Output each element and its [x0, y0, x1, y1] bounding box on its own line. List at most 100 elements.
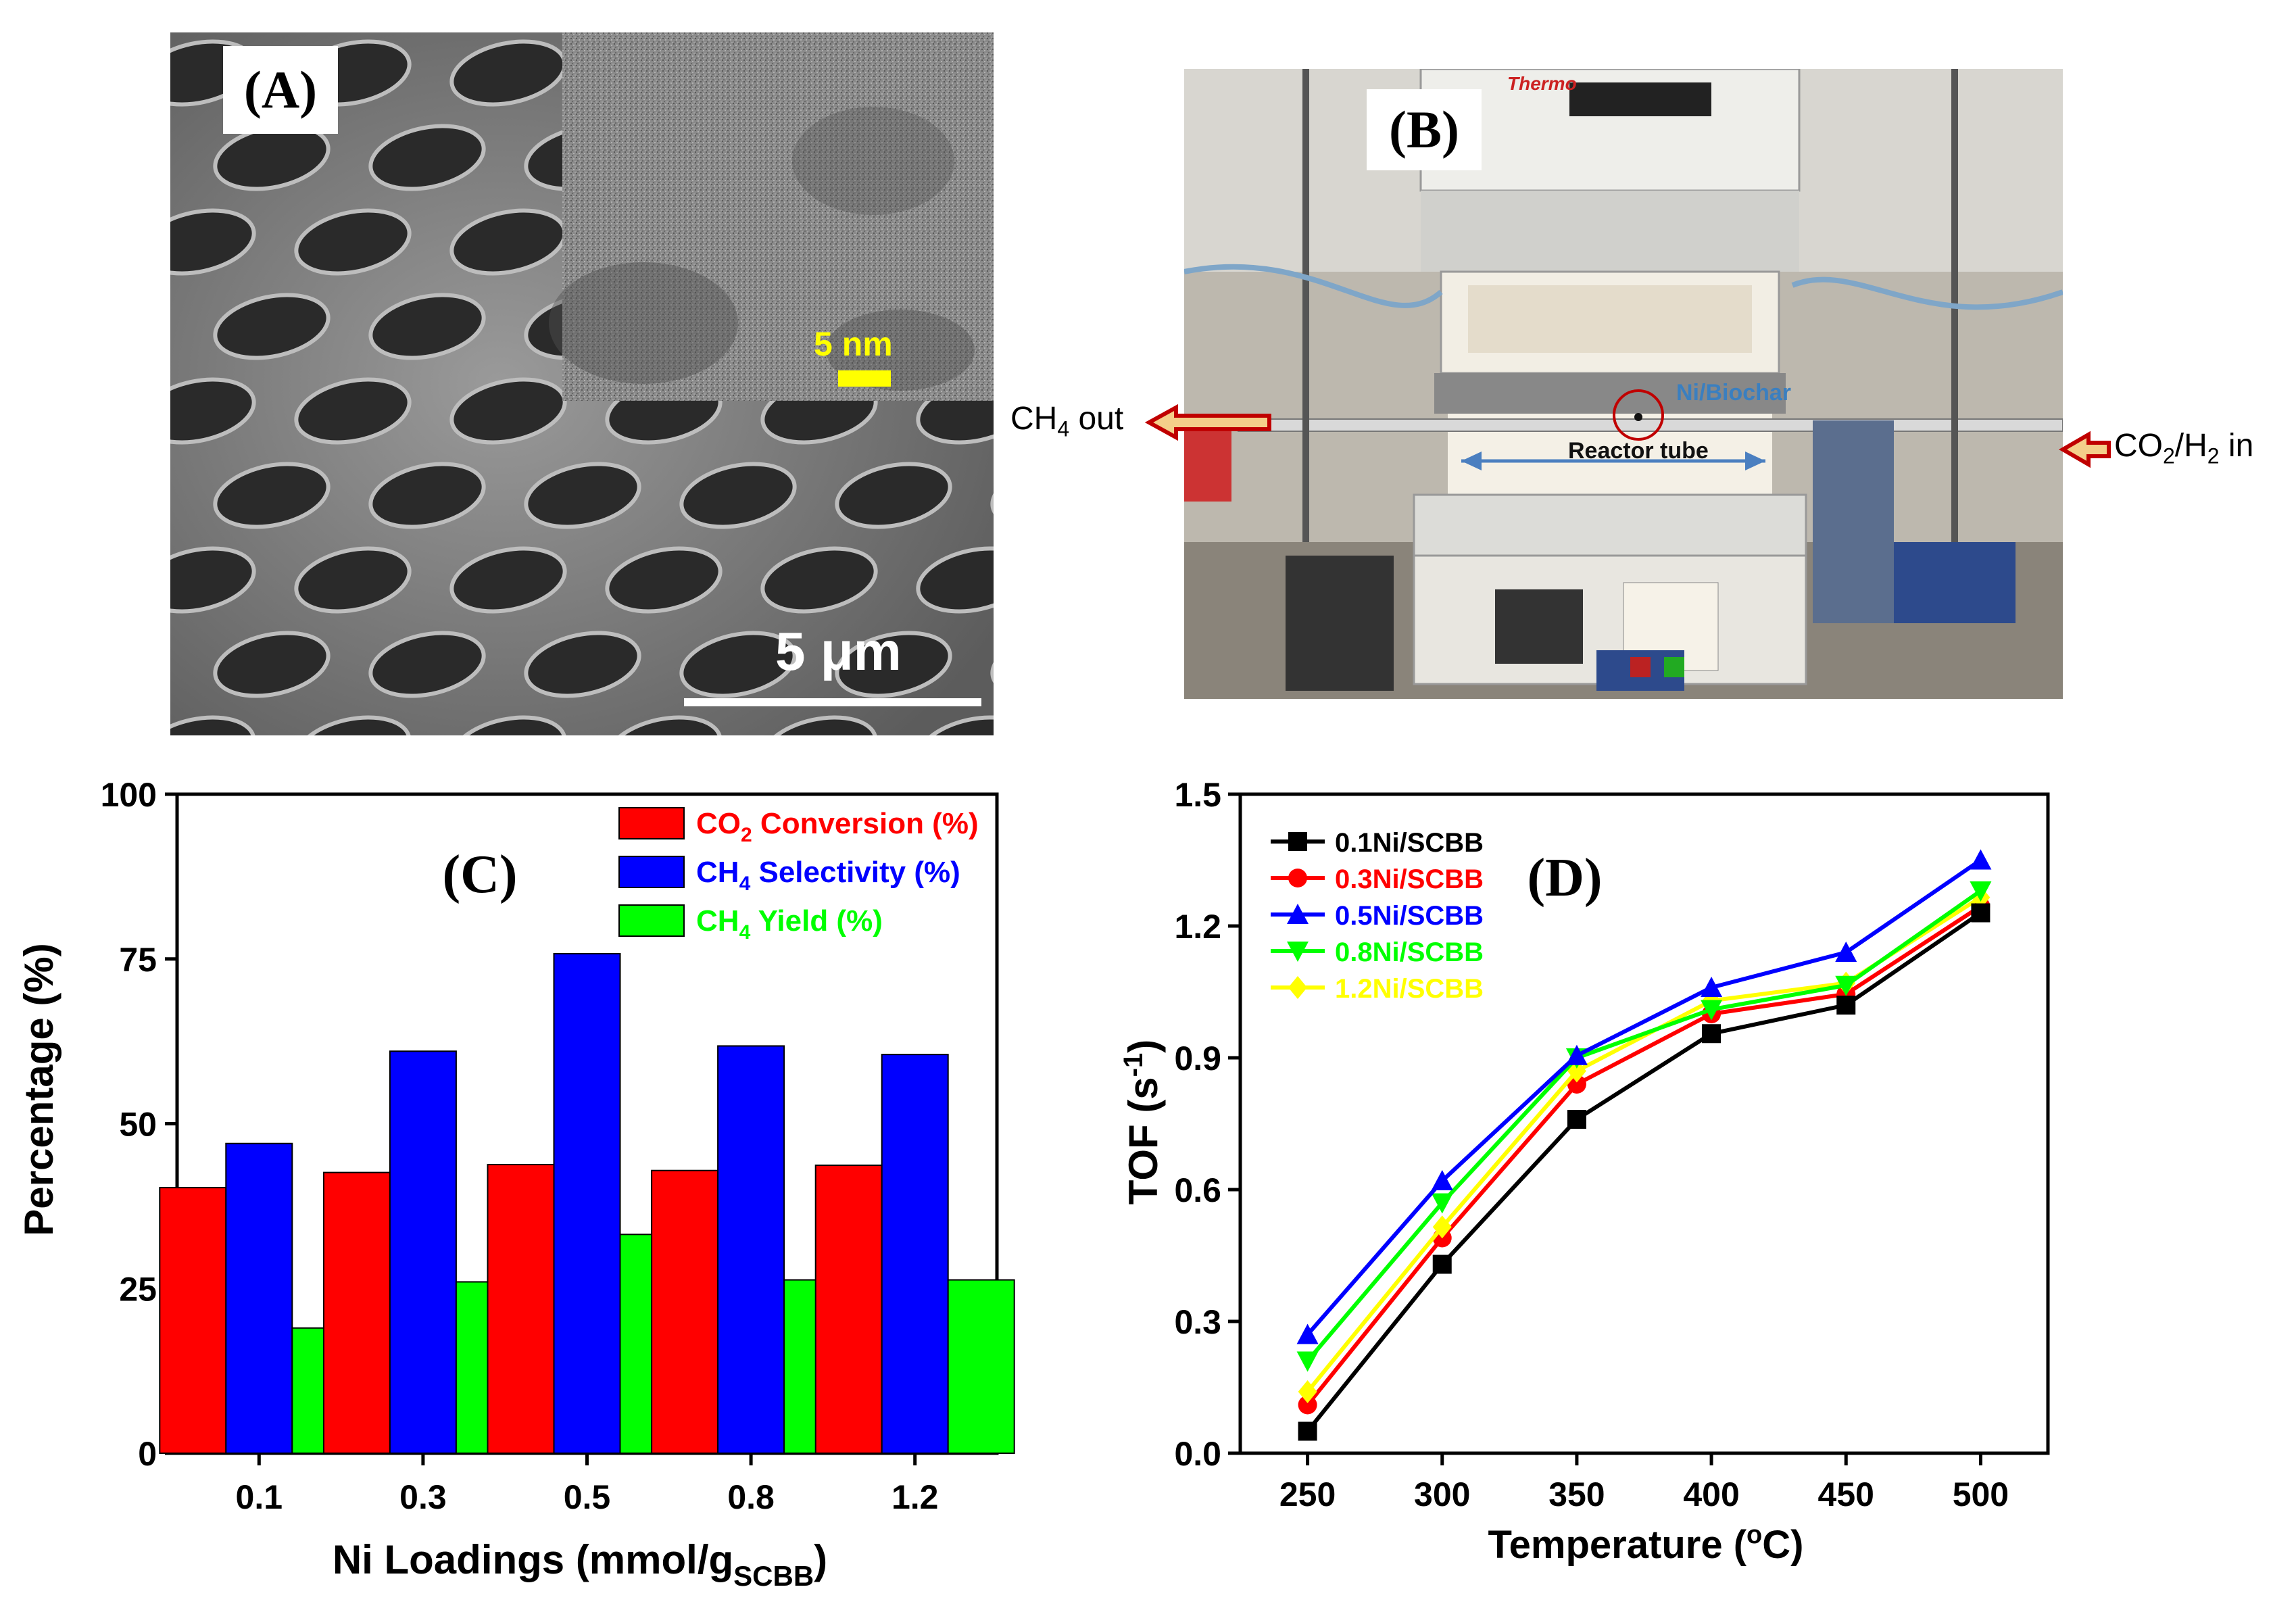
y-tick-label: 0.9: [1174, 1040, 1221, 1077]
bar: [717, 1045, 785, 1454]
y-tick-label: 0: [138, 1435, 157, 1473]
y-tick-label: 50: [119, 1106, 157, 1144]
x-tick-label: 350: [1548, 1476, 1605, 1513]
sem-pore: [605, 715, 723, 735]
sem-pore: [170, 715, 256, 735]
reactor-tube-label: Reactor tube: [1568, 438, 1709, 464]
x-tick-label: 250: [1279, 1476, 1336, 1513]
sem-pore: [449, 546, 567, 614]
y-tick-label: 25: [119, 1270, 157, 1308]
marker-triangle-up: [1565, 1044, 1588, 1065]
bar: [553, 952, 621, 1454]
y-tick-label: 0.6: [1174, 1171, 1221, 1209]
marker-square: [1288, 832, 1307, 851]
line-chart-xlabel: Temperature (oC): [1488, 1521, 1804, 1567]
panel-a-label: (A): [223, 46, 338, 134]
bar: [814, 1164, 883, 1455]
x-tick-label: 0.8: [727, 1478, 775, 1516]
marker-diamond: [1298, 1380, 1317, 1403]
y-tick-label: 1.5: [1174, 776, 1221, 814]
x-tick-label: 0.3: [399, 1478, 447, 1516]
panel-d-label: (D): [1527, 848, 1602, 908]
y-tick-label: 0.0: [1174, 1435, 1221, 1473]
sem-pore: [294, 715, 412, 735]
tem-scale-label: 5 nm: [814, 325, 893, 363]
legend-label: 0.3Ni/SCBB: [1335, 864, 1484, 894]
legend-label: CH4 Yield (%): [696, 904, 883, 944]
bar: [947, 1279, 1015, 1454]
brand-label: Thermo: [1507, 73, 1577, 94]
sem-pore: [368, 293, 486, 360]
bar: [651, 1169, 719, 1454]
sem-pore: [835, 631, 952, 698]
marker-triangle-down: [1701, 1000, 1723, 1021]
line-chart-axes: 0.0 0.3 0.6 0.9 1.2 1.5 250 300 350 400 450 500: [1174, 776, 2050, 1513]
bar: [225, 1142, 293, 1454]
bar: [322, 1171, 391, 1455]
sem-pore: [679, 631, 797, 698]
sem-pore: [170, 377, 256, 445]
sem-pore: [213, 462, 331, 529]
panel-b-label: (B): [1367, 89, 1482, 170]
marker-square: [1567, 1110, 1586, 1129]
legend-label: 0.1Ni/SCBB: [1335, 828, 1484, 858]
x-tick-label: 1.2: [891, 1478, 939, 1516]
x-tick-label: 450: [1818, 1476, 1874, 1513]
bar-chart-bars: [159, 952, 1015, 1455]
legend-label: CO2 Conversion (%): [696, 807, 979, 846]
marker-circle: [1288, 869, 1307, 887]
bar: [159, 1187, 227, 1454]
marker-diamond: [1288, 976, 1307, 999]
sem-pore: [170, 208, 256, 276]
sem-pore: [605, 546, 723, 614]
marker-triangle-up: [1287, 904, 1309, 924]
sem-pore: [990, 462, 994, 529]
sem-pore: [294, 208, 412, 276]
marker-circle: [1298, 1395, 1317, 1415]
marker-triangle-down: [1970, 881, 1992, 902]
sem-pore: [524, 631, 641, 698]
marker-triangle-down: [1287, 942, 1309, 962]
bar-chart-legend: CO2 Conversion (%) CH4 Selectivity (%) CH4…: [618, 807, 979, 944]
bar-chart-axes: 0 25 50 75 100 0.1 0.3 0.5 0.8 1.2: [101, 776, 999, 1516]
legend-label: 1.2Ni/SCBB: [1335, 974, 1484, 1004]
marker-triangle-up: [1431, 1170, 1453, 1190]
marker-square: [1298, 1421, 1317, 1441]
series-line: [1306, 858, 1982, 1336]
sem-pore: [368, 124, 486, 191]
sem-pore: [449, 715, 567, 735]
bar: [389, 1050, 457, 1454]
series-line: [1306, 911, 1982, 1433]
marker-triangle-up: [1970, 849, 1992, 870]
y-tick-label: 1.2: [1174, 908, 1221, 946]
legend-swatch: [618, 856, 685, 888]
sem-pore: [760, 715, 878, 735]
legend-label: CH4 Selectivity (%): [696, 856, 960, 895]
outlet-label: CH4 out: [1010, 401, 1124, 441]
sem-pore: [679, 462, 797, 529]
marker-triangle-up: [1835, 942, 1857, 962]
sem-pore: [294, 546, 412, 614]
series-line: [1306, 889, 1982, 1363]
line-chart-ylabel: TOF (s-1): [1119, 1040, 1166, 1204]
y-tick-label: 100: [101, 776, 157, 814]
x-tick-label: 400: [1683, 1476, 1739, 1513]
panel-c-label: (C): [442, 845, 517, 904]
sem-pore: [835, 462, 952, 529]
bar-chart-ylabel: Percentage (%): [16, 943, 62, 1236]
legend-swatch: [618, 807, 685, 839]
catalyst-label: Ni/Biochar: [1676, 380, 1792, 406]
marker-triangle-up: [1701, 977, 1723, 997]
sem-pore: [524, 462, 641, 529]
sem-pore: [213, 631, 331, 698]
marker-square: [1836, 996, 1856, 1015]
series-line: [1306, 904, 1982, 1407]
marker-triangle-down: [1835, 975, 1857, 996]
sem-image: [170, 32, 994, 735]
sem-pore: [916, 715, 994, 735]
marker-triangle-down: [1296, 1351, 1319, 1372]
inlet-label: CO2/H2 in: [2114, 428, 2254, 468]
marker-triangle-down: [1431, 1193, 1453, 1214]
